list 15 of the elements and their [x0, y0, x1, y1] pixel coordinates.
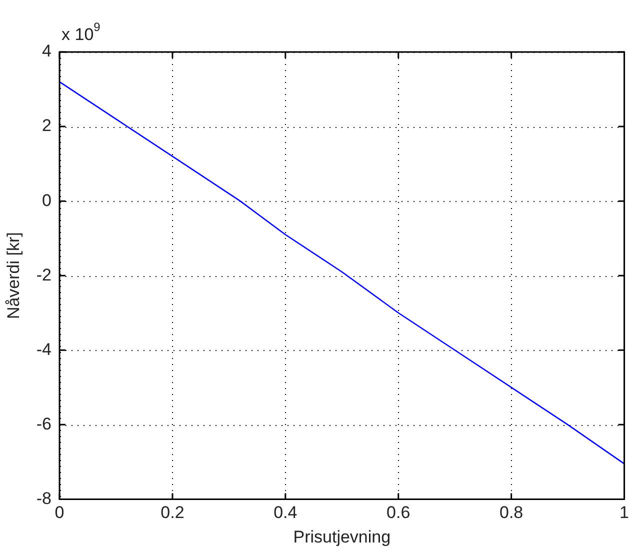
y-tick-label: -6 [36, 414, 52, 434]
y-tick-label: 0 [42, 190, 52, 210]
x-tick-label: 0.8 [500, 503, 524, 522]
y-axis-title: Nåverdi [kr] [4, 232, 23, 320]
x-tick-label: 1 [620, 503, 630, 522]
y-tick-label: 2 [42, 116, 52, 136]
y-tick-label: 4 [42, 42, 52, 61]
x-tick-label: 0 [54, 503, 64, 522]
y-tick-label: -4 [36, 340, 52, 359]
x-tick-label: 0.6 [386, 503, 410, 522]
y-tick-label: -8 [36, 488, 52, 508]
x-tick-label: 0.4 [274, 503, 298, 522]
y-tick-label: -2 [36, 265, 52, 284]
x-tick-label: 0.2 [160, 503, 184, 522]
x-axis-title: Prisutjevning [293, 527, 391, 546]
